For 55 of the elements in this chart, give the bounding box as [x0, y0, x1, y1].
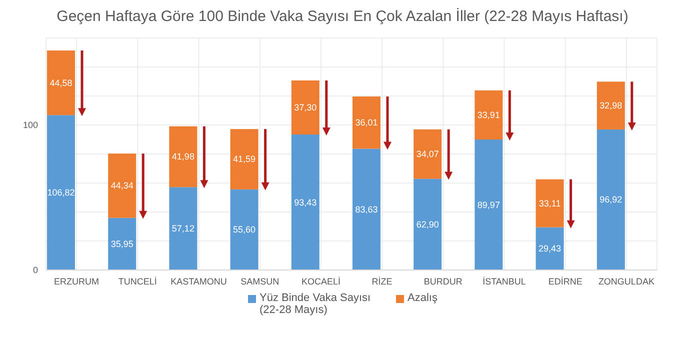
- x-tick-label: RİZE: [372, 276, 392, 286]
- data-label: 41,59: [233, 154, 256, 164]
- bar: [108, 218, 136, 270]
- x-tick-label: TUNCELİ: [118, 276, 157, 286]
- data-label: 83,63: [355, 204, 378, 214]
- data-label: 29,43: [538, 244, 562, 254]
- data-label: 37,30: [294, 102, 317, 112]
- data-label: 33,11: [538, 198, 561, 208]
- data-label: 57,12: [172, 224, 194, 234]
- bar: [596, 129, 625, 270]
- bar: [108, 154, 136, 218]
- bar: [169, 126, 198, 188]
- bar: [352, 148, 380, 270]
- legend-label: Yüz Binde Vaka Sayısı (22-28 Mayıs): [260, 292, 372, 316]
- bar: [47, 115, 75, 270]
- bar: [536, 227, 564, 270]
- x-tick-label: ZONGULDAK: [598, 276, 654, 286]
- data-label: 93,43: [294, 197, 317, 208]
- data-label: 34,07: [416, 149, 439, 160]
- x-tick-label: SAMSUN: [240, 276, 280, 286]
- bar: [230, 189, 258, 270]
- bar: [414, 129, 442, 179]
- data-label: 106,82: [47, 188, 75, 198]
- bar: [474, 140, 503, 270]
- x-tick-label: EDİRNE: [548, 276, 582, 286]
- x-tick-label: KASTAMONU: [170, 276, 227, 286]
- bar: [414, 178, 442, 270]
- bar: [47, 50, 75, 116]
- data-label: 55,60: [233, 224, 256, 235]
- bar: [536, 179, 564, 228]
- data-label: 36,01: [355, 118, 378, 128]
- x-tick-label: KOCAELİ: [301, 276, 340, 286]
- data-label: 89,97: [477, 200, 500, 210]
- bar: [169, 187, 198, 270]
- y-tick-label: 100: [22, 120, 38, 130]
- bar: [596, 82, 625, 130]
- data-label: 32,98: [600, 100, 622, 111]
- data-label: 33,91: [477, 110, 500, 120]
- chart-title: Geçen Haftaya Göre 100 Binde Vaka Sayısı En Çok Azalan İller (22-28 Mayıs Haftası): [56, 8, 630, 27]
- legend-label: Azalış: [408, 292, 438, 304]
- x-tick-label: ERZURUM: [54, 276, 100, 286]
- bar: [474, 90, 503, 140]
- data-label: 35,95: [110, 238, 134, 249]
- data-label: 62,90: [416, 219, 439, 230]
- data-label: 44,34: [110, 180, 134, 191]
- bar: [230, 129, 258, 190]
- bar: [291, 134, 320, 270]
- bar: [291, 80, 320, 135]
- x-tick-label: BURDUR: [424, 276, 463, 286]
- y-tick-label: 0: [32, 265, 38, 276]
- data-label: 41,98: [172, 152, 194, 162]
- data-label: 44,58: [50, 78, 72, 88]
- bar: [352, 96, 380, 149]
- data-label: 96,92: [600, 194, 622, 205]
- x-tick-label: İSTANBUL: [482, 276, 526, 286]
